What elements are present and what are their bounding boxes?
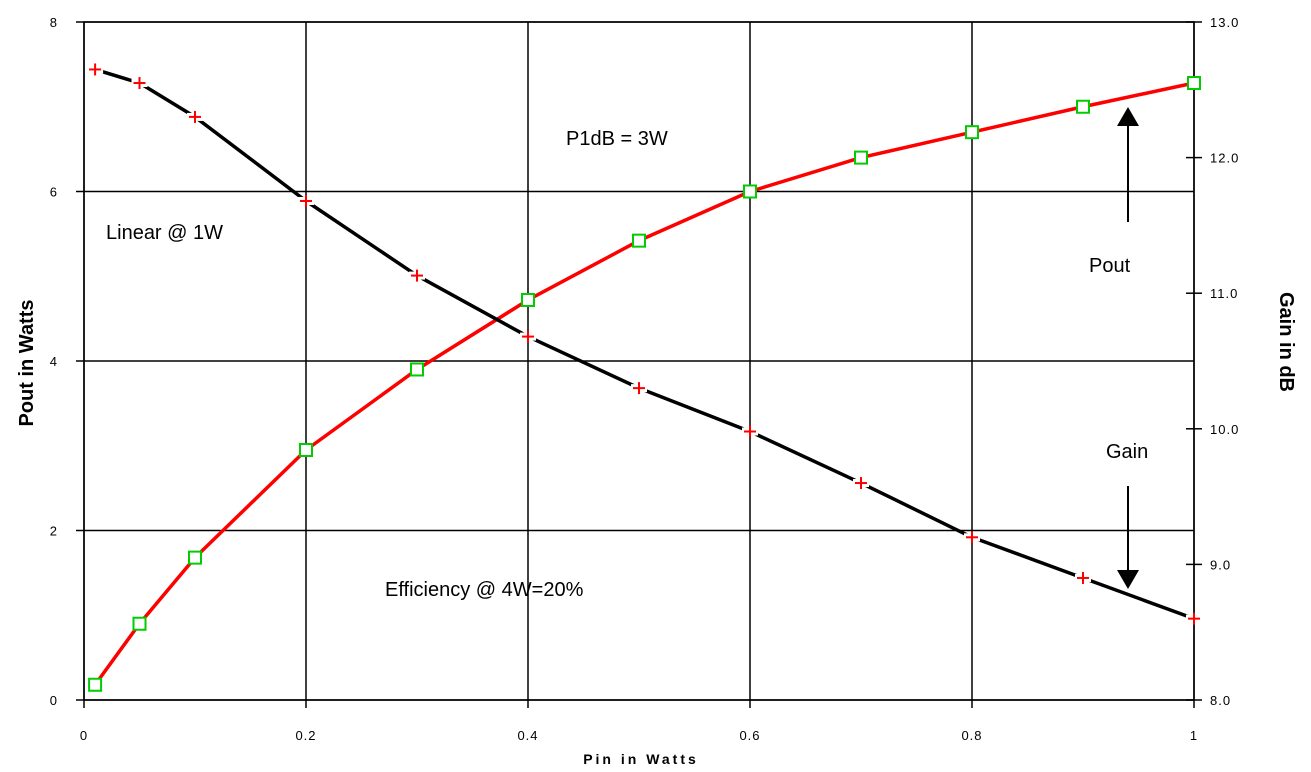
gain-arrow — [1117, 486, 1139, 589]
annotation-gain: Gain — [1106, 441, 1148, 463]
pout-series-line — [93, 81, 1195, 686]
annotation-pout: Pout — [1089, 255, 1131, 277]
y2-tick-label: 11.0 — [1210, 286, 1238, 301]
y2-tick-label: 13.0 — [1210, 15, 1239, 30]
pout-arrow — [1117, 107, 1139, 222]
pout-point — [188, 550, 202, 565]
y2-tick-label: 10.0 — [1210, 422, 1239, 437]
x-tick-label: 0.4 — [517, 728, 538, 743]
pout-point — [299, 442, 313, 457]
pout-point — [410, 362, 424, 377]
pout-point — [88, 677, 103, 692]
x-axis-title: Pin in Watts — [583, 751, 699, 767]
grid-lines — [76, 21, 1202, 708]
y2-axis-title: Gain in dB — [1275, 292, 1297, 392]
pout-point — [521, 292, 535, 307]
gain-series-line — [94, 67, 1195, 621]
gain-point — [409, 269, 425, 282]
y-tick-label: 4 — [50, 354, 58, 369]
gain-point — [87, 63, 104, 76]
gain-point — [964, 531, 980, 544]
tick-labels: 0 0.2 0.4 0.6 0.8 1 0 2 4 6 8 8.0 9.0 10.0 11.0 12.0 13.… — [50, 15, 1239, 743]
y-tick-label: 2 — [50, 524, 58, 539]
y2-tick-label: 12.0 — [1210, 151, 1239, 166]
gain-point — [742, 425, 758, 438]
annotation-efficiency: Efficiency @ 4W=20% — [385, 579, 584, 601]
x-tick-label: 0.8 — [961, 728, 982, 743]
gain-point — [520, 330, 536, 343]
y-tick-label: 0 — [50, 693, 58, 708]
x-tick-label: 0.6 — [739, 728, 760, 743]
y-tick-label: 6 — [50, 185, 58, 200]
pout-arrowhead-icon — [1117, 107, 1139, 126]
annotation-linear: Linear @ 1W — [106, 222, 223, 244]
gain-point — [131, 77, 148, 90]
gain-point — [1075, 571, 1091, 584]
gain-point — [187, 110, 203, 123]
annotation-p1db: P1dB = 3W — [566, 128, 668, 150]
pout-point — [632, 233, 646, 248]
y-axis-title: Pout in Watts — [16, 299, 38, 426]
pout-point — [132, 616, 147, 631]
gain-point — [1186, 612, 1202, 625]
gain-point — [853, 477, 869, 490]
x-tick-label: 1 — [1190, 728, 1198, 743]
data-series — [87, 63, 1202, 692]
pout-point — [743, 184, 757, 199]
x-tick-label: 0.2 — [295, 728, 316, 743]
y2-tick-label: 8.0 — [1210, 693, 1231, 708]
pout-point — [965, 125, 979, 140]
y-tick-label: 8 — [50, 15, 58, 30]
gain-arrowhead-icon — [1117, 570, 1139, 589]
x-tick-label: 0 — [80, 728, 88, 743]
y2-tick-label: 9.0 — [1210, 557, 1231, 572]
pout-point — [854, 150, 868, 165]
pout-point — [1187, 76, 1201, 91]
pout-point — [1076, 99, 1090, 114]
gain-point — [298, 194, 314, 207]
gain-point — [631, 382, 647, 395]
